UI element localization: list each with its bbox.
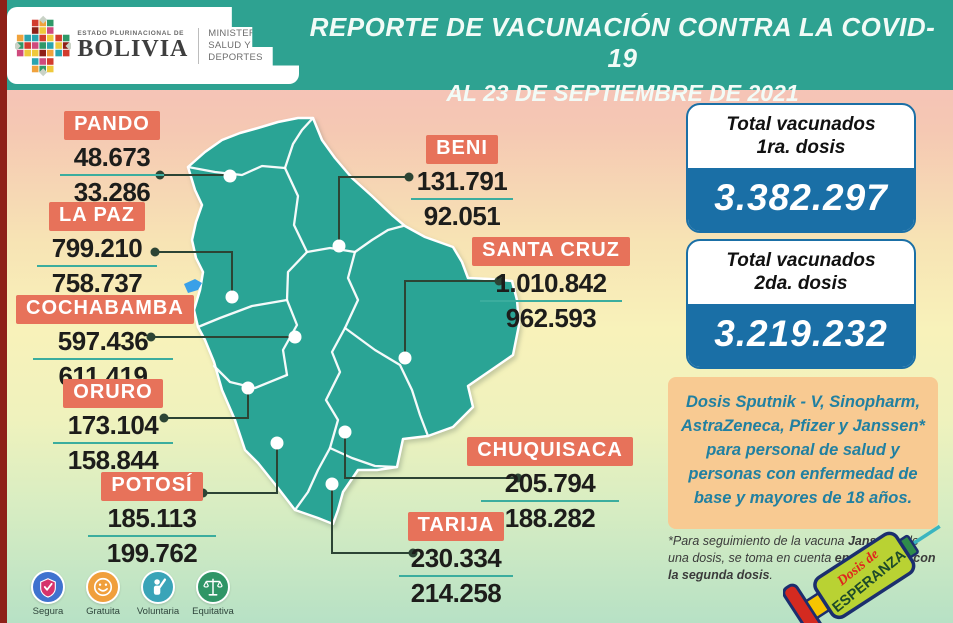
principle-label: Voluntaria (136, 606, 180, 617)
balance-scale-icon (196, 570, 230, 604)
ministry-name: MINISTERIO DE SALUD Y DEPORTES (208, 28, 299, 64)
dose2-value: 962.593 (505, 303, 597, 333)
vaccine-info-box: Dosis Sputnik - V, Sinopharm, AstraZenec… (668, 377, 938, 529)
dose1-value: 185.113 (107, 503, 197, 533)
dose1-value: 1.010.842 (495, 268, 607, 298)
org-small-text: ESTADO PLURINACIONAL DE (77, 30, 185, 37)
dept-pando: PANDO 48.673 33.286 (47, 111, 177, 207)
dose2-value: 199.762 (106, 538, 198, 568)
callout-connectors (146, 169, 523, 558)
header-bar: ESTADO PLURINACIONAL DE BOLIVIA MINISTER… (0, 0, 953, 106)
dept-name-badge: SANTA CRUZ (472, 237, 630, 266)
logo-divider (198, 27, 200, 64)
dose-separator (410, 198, 514, 200)
dept-name-badge: PANDO (64, 111, 160, 140)
card-label-line1: Total vacunados (726, 250, 876, 271)
dept-chuquisaca: CHUQUISACA 205.794 188.282 (464, 437, 636, 533)
dose1-value: 205.794 (504, 468, 596, 498)
dept-name-badge: TARIJA (407, 512, 505, 541)
dose2-value: 758.737 (51, 268, 143, 298)
left-accent-strip (0, 0, 7, 623)
principle-segura: Segura (20, 570, 76, 617)
dept-oruro: ORURO 173.104 158.844 (38, 379, 188, 475)
dose2-value: 33.286 (73, 177, 151, 207)
dept-potosi: POTOSÍ 185.113 199.762 (72, 472, 232, 568)
footnote-text: *Para seguimiento de la vacuna (668, 534, 848, 548)
dose-separator (33, 358, 173, 360)
total-second-dose-value: 3.219.232 (688, 304, 914, 367)
lake-titicaca-icon (184, 279, 202, 293)
total-first-dose-card: Total vacunados 1ra. dosis 3.382.297 (686, 103, 916, 233)
dept-tarija: TARIJA 230.334 214.258 (385, 512, 527, 608)
dept-cochabamba: COCHABAMBA 597.436 611.419 (16, 295, 194, 391)
dose1-value: 230.334 (410, 543, 502, 573)
government-logo-box: ESTADO PLURINACIONAL DE BOLIVIA MINISTER… (7, 7, 299, 84)
dose-separator (481, 500, 619, 502)
dept-name-badge: POTOSÍ (101, 472, 203, 501)
title-line1: REPORTE DE VACUNACIÓN CONTRA LA COVID-19 (309, 12, 936, 73)
logo-text-block: ESTADO PLURINACIONAL DE BOLIVIA (77, 30, 188, 61)
total-second-dose-card: Total vacunados 2da. dosis 3.219.232 (686, 239, 916, 369)
dose2-value: 92.051 (423, 201, 501, 231)
dose1-value: 173.104 (67, 410, 159, 440)
dept-santa-cruz: SANTA CRUZ 1.010.842 962.593 (462, 237, 640, 333)
total-first-dose-value: 3.382.297 (688, 168, 914, 231)
shield-check-icon (31, 570, 65, 604)
dose-separator (37, 265, 157, 267)
dose-separator (88, 535, 216, 537)
principle-voluntaria: Voluntaria (130, 570, 186, 617)
dept-name-badge: CHUQUISACA (467, 437, 633, 466)
hope-dose-syringe-illustration: Dosis de ESPERANZA (783, 524, 941, 623)
dose2-value: 188.282 (504, 503, 596, 533)
dose-separator (399, 575, 513, 577)
card-label: Total vacunados 1ra. dosis (688, 105, 914, 168)
department-borders (186, 116, 430, 512)
dose-separator (60, 174, 164, 176)
ministry-line1: MINISTERIO DE (208, 27, 284, 39)
footnote-text: . (769, 568, 773, 582)
title-line2: AL 23 DE SEPTIEMBRE DE 2021 (446, 80, 799, 106)
dose1-value: 48.673 (73, 142, 151, 172)
bolivia-chakana-emblem-icon (15, 15, 72, 76)
card-label-line1: Total vacunados (726, 114, 876, 135)
card-label: Total vacunados 2da. dosis (688, 241, 914, 304)
dose1-value: 799.210 (51, 233, 143, 263)
smiley-icon (86, 570, 120, 604)
principle-gratuita: Gratuita (75, 570, 131, 617)
dept-la-paz: LA PAZ 799.210 758.737 (22, 202, 172, 298)
dept-name-badge: ORURO (63, 379, 163, 408)
ministry-line2: SALUD Y DEPORTES (208, 39, 263, 63)
dose-separator (479, 300, 623, 302)
card-label-line2: 2da. dosis (754, 273, 848, 294)
principle-label: Gratuita (86, 606, 120, 617)
org-name: BOLIVIA (77, 36, 189, 62)
principle-equitativa: Equitativa (185, 570, 241, 617)
dept-name-badge: LA PAZ (49, 202, 145, 231)
card-label-line2: 1ra. dosis (756, 137, 846, 158)
dose-separator (53, 442, 173, 444)
dept-name-badge: COCHABAMBA (16, 295, 194, 324)
principle-label: Equitativa (192, 606, 234, 617)
dept-name-badge: BENI (426, 135, 498, 164)
dose1-value: 597.436 (57, 326, 149, 356)
page-title: REPORTE DE VACUNACIÓN CONTRA LA COVID-19… (300, 12, 945, 107)
raised-hand-person-icon (141, 570, 175, 604)
dose2-value: 214.258 (410, 578, 502, 608)
dose1-value: 131.791 (416, 166, 508, 196)
dept-beni: BENI 131.791 92.051 (398, 135, 526, 231)
dose2-value: 158.844 (67, 445, 159, 475)
principle-label: Segura (32, 606, 64, 617)
